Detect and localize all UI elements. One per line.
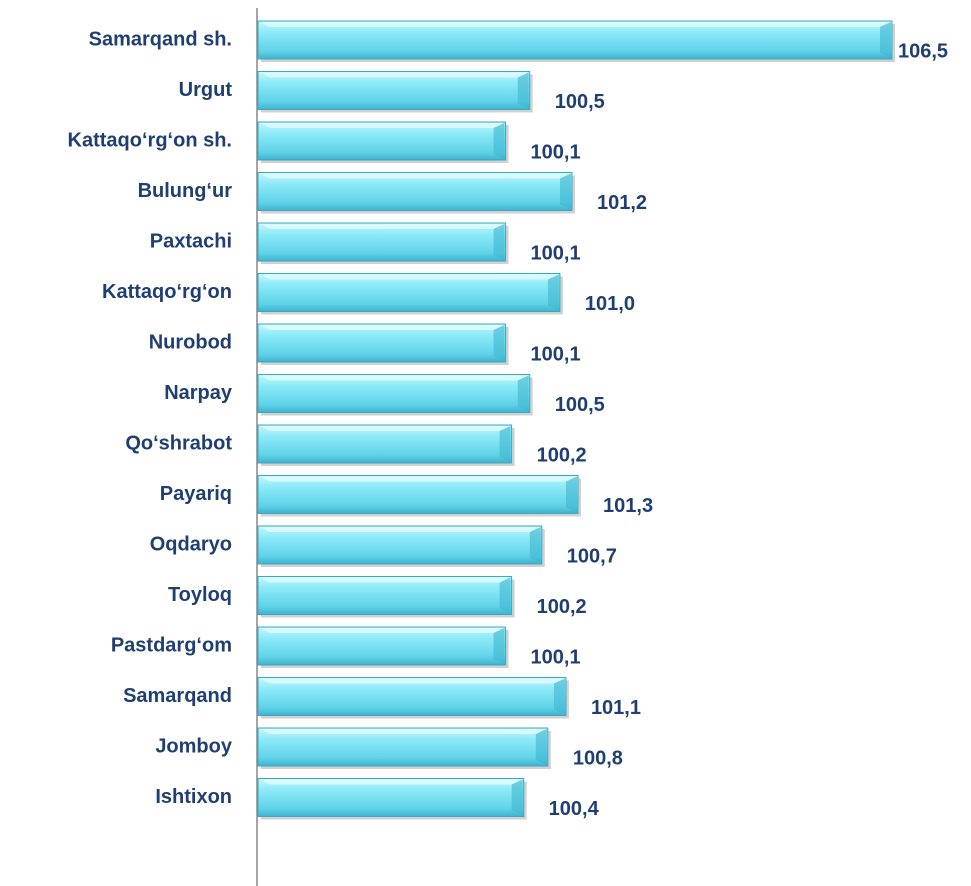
y-tick-label: Toyloq xyxy=(168,584,232,606)
bar-bevel xyxy=(260,577,510,583)
y-tick-label: Oqdaryo xyxy=(150,533,232,555)
bar-bevel xyxy=(260,173,570,179)
bar-bevel xyxy=(493,123,505,159)
bar-bevel xyxy=(260,476,577,482)
y-tick-label: Payariq xyxy=(160,483,232,505)
value-label: 106,5 xyxy=(898,40,948,62)
value-label: 100,2 xyxy=(537,596,587,618)
value-label: 100,2 xyxy=(537,444,587,466)
bar-bevel xyxy=(493,628,505,664)
bar xyxy=(257,576,513,615)
value-label: 100,1 xyxy=(531,343,581,365)
value-label: 100,4 xyxy=(549,798,600,820)
value-label: 100,1 xyxy=(531,141,581,163)
bar-bevel xyxy=(517,375,529,412)
bar-bevel xyxy=(559,173,571,210)
bar-bevel xyxy=(529,527,541,563)
value-label: 100,1 xyxy=(531,646,581,668)
bar-bevel xyxy=(880,22,891,58)
bar xyxy=(257,71,531,110)
y-tick-label: Urgut xyxy=(179,79,233,101)
y-tick-label: Ishtixon xyxy=(155,786,232,808)
value-label: 101,1 xyxy=(591,697,641,719)
bar-bevel xyxy=(493,224,505,260)
bar-bevel xyxy=(260,779,522,785)
bar-bevel xyxy=(260,72,528,78)
y-tick-label: Samarqand sh. xyxy=(89,28,232,50)
value-label: 100,1 xyxy=(531,242,581,264)
value-label: 100,8 xyxy=(573,747,623,769)
y-tick-label: Jomboy xyxy=(155,735,233,757)
bar-bevel xyxy=(260,22,890,27)
bar-bevel xyxy=(260,224,504,229)
y-tick-label: Pastdarg‘om xyxy=(111,634,232,656)
bar xyxy=(257,727,549,767)
bar-bevel xyxy=(260,678,564,684)
bar xyxy=(257,172,573,211)
bar xyxy=(257,121,507,161)
value-label: 101,0 xyxy=(585,293,635,315)
y-tick-label: Bulung‘ur xyxy=(138,180,233,202)
bar-bevel xyxy=(260,527,540,532)
bar xyxy=(257,323,507,363)
bar xyxy=(257,525,543,565)
value-label: 100,5 xyxy=(555,394,605,416)
bar xyxy=(257,374,531,413)
bar-bevel xyxy=(553,678,565,715)
bar xyxy=(257,626,507,666)
bar xyxy=(257,20,893,60)
value-label: 101,2 xyxy=(597,192,647,214)
value-label: 101,3 xyxy=(603,495,653,517)
value-label: 100,7 xyxy=(567,545,617,567)
y-tick-label: Kattaqo‘rg‘on sh. xyxy=(68,129,232,151)
bar-bevel xyxy=(260,628,504,633)
bar-bevel xyxy=(517,72,529,109)
y-tick-label: Paxtachi xyxy=(150,230,232,252)
bar-bevel xyxy=(547,274,559,311)
bar xyxy=(257,475,579,514)
bar-bevel xyxy=(499,426,511,462)
bar-bevel xyxy=(260,325,504,330)
y-tick-label: Kattaqo‘rg‘on xyxy=(102,281,232,303)
bar-bevel xyxy=(535,729,547,765)
y-tick-label: Narpay xyxy=(164,382,233,404)
y-tick-label: Nurobod xyxy=(149,331,232,353)
bar-bevel xyxy=(493,325,505,361)
bar xyxy=(257,424,513,464)
bar-bevel xyxy=(260,729,546,734)
bar xyxy=(257,273,561,312)
y-tick-label: Samarqand xyxy=(123,685,232,707)
bar xyxy=(257,677,567,716)
y-tick-label: Qo‘shrabot xyxy=(125,432,232,454)
bar-bevel xyxy=(499,577,511,614)
bar xyxy=(257,222,507,262)
bar-bevel xyxy=(511,779,523,816)
value-label: 100,5 xyxy=(555,91,605,113)
bar-bevel xyxy=(566,476,578,513)
bar-bevel xyxy=(260,375,528,381)
bar-bevel xyxy=(260,123,504,128)
bar xyxy=(257,778,525,817)
bar-bevel xyxy=(260,426,510,431)
bar-bevel xyxy=(260,274,558,280)
